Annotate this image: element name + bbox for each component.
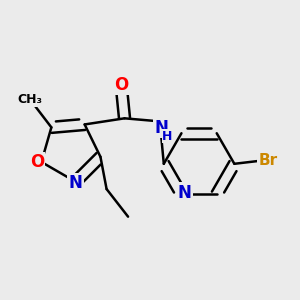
Text: Br: Br xyxy=(259,153,278,168)
Text: N: N xyxy=(178,184,191,202)
Text: O: O xyxy=(114,76,129,94)
Text: N: N xyxy=(69,174,82,192)
Text: O: O xyxy=(30,153,44,171)
Text: H: H xyxy=(162,130,173,142)
Text: CH₃: CH₃ xyxy=(17,93,42,106)
Text: N: N xyxy=(154,118,168,136)
